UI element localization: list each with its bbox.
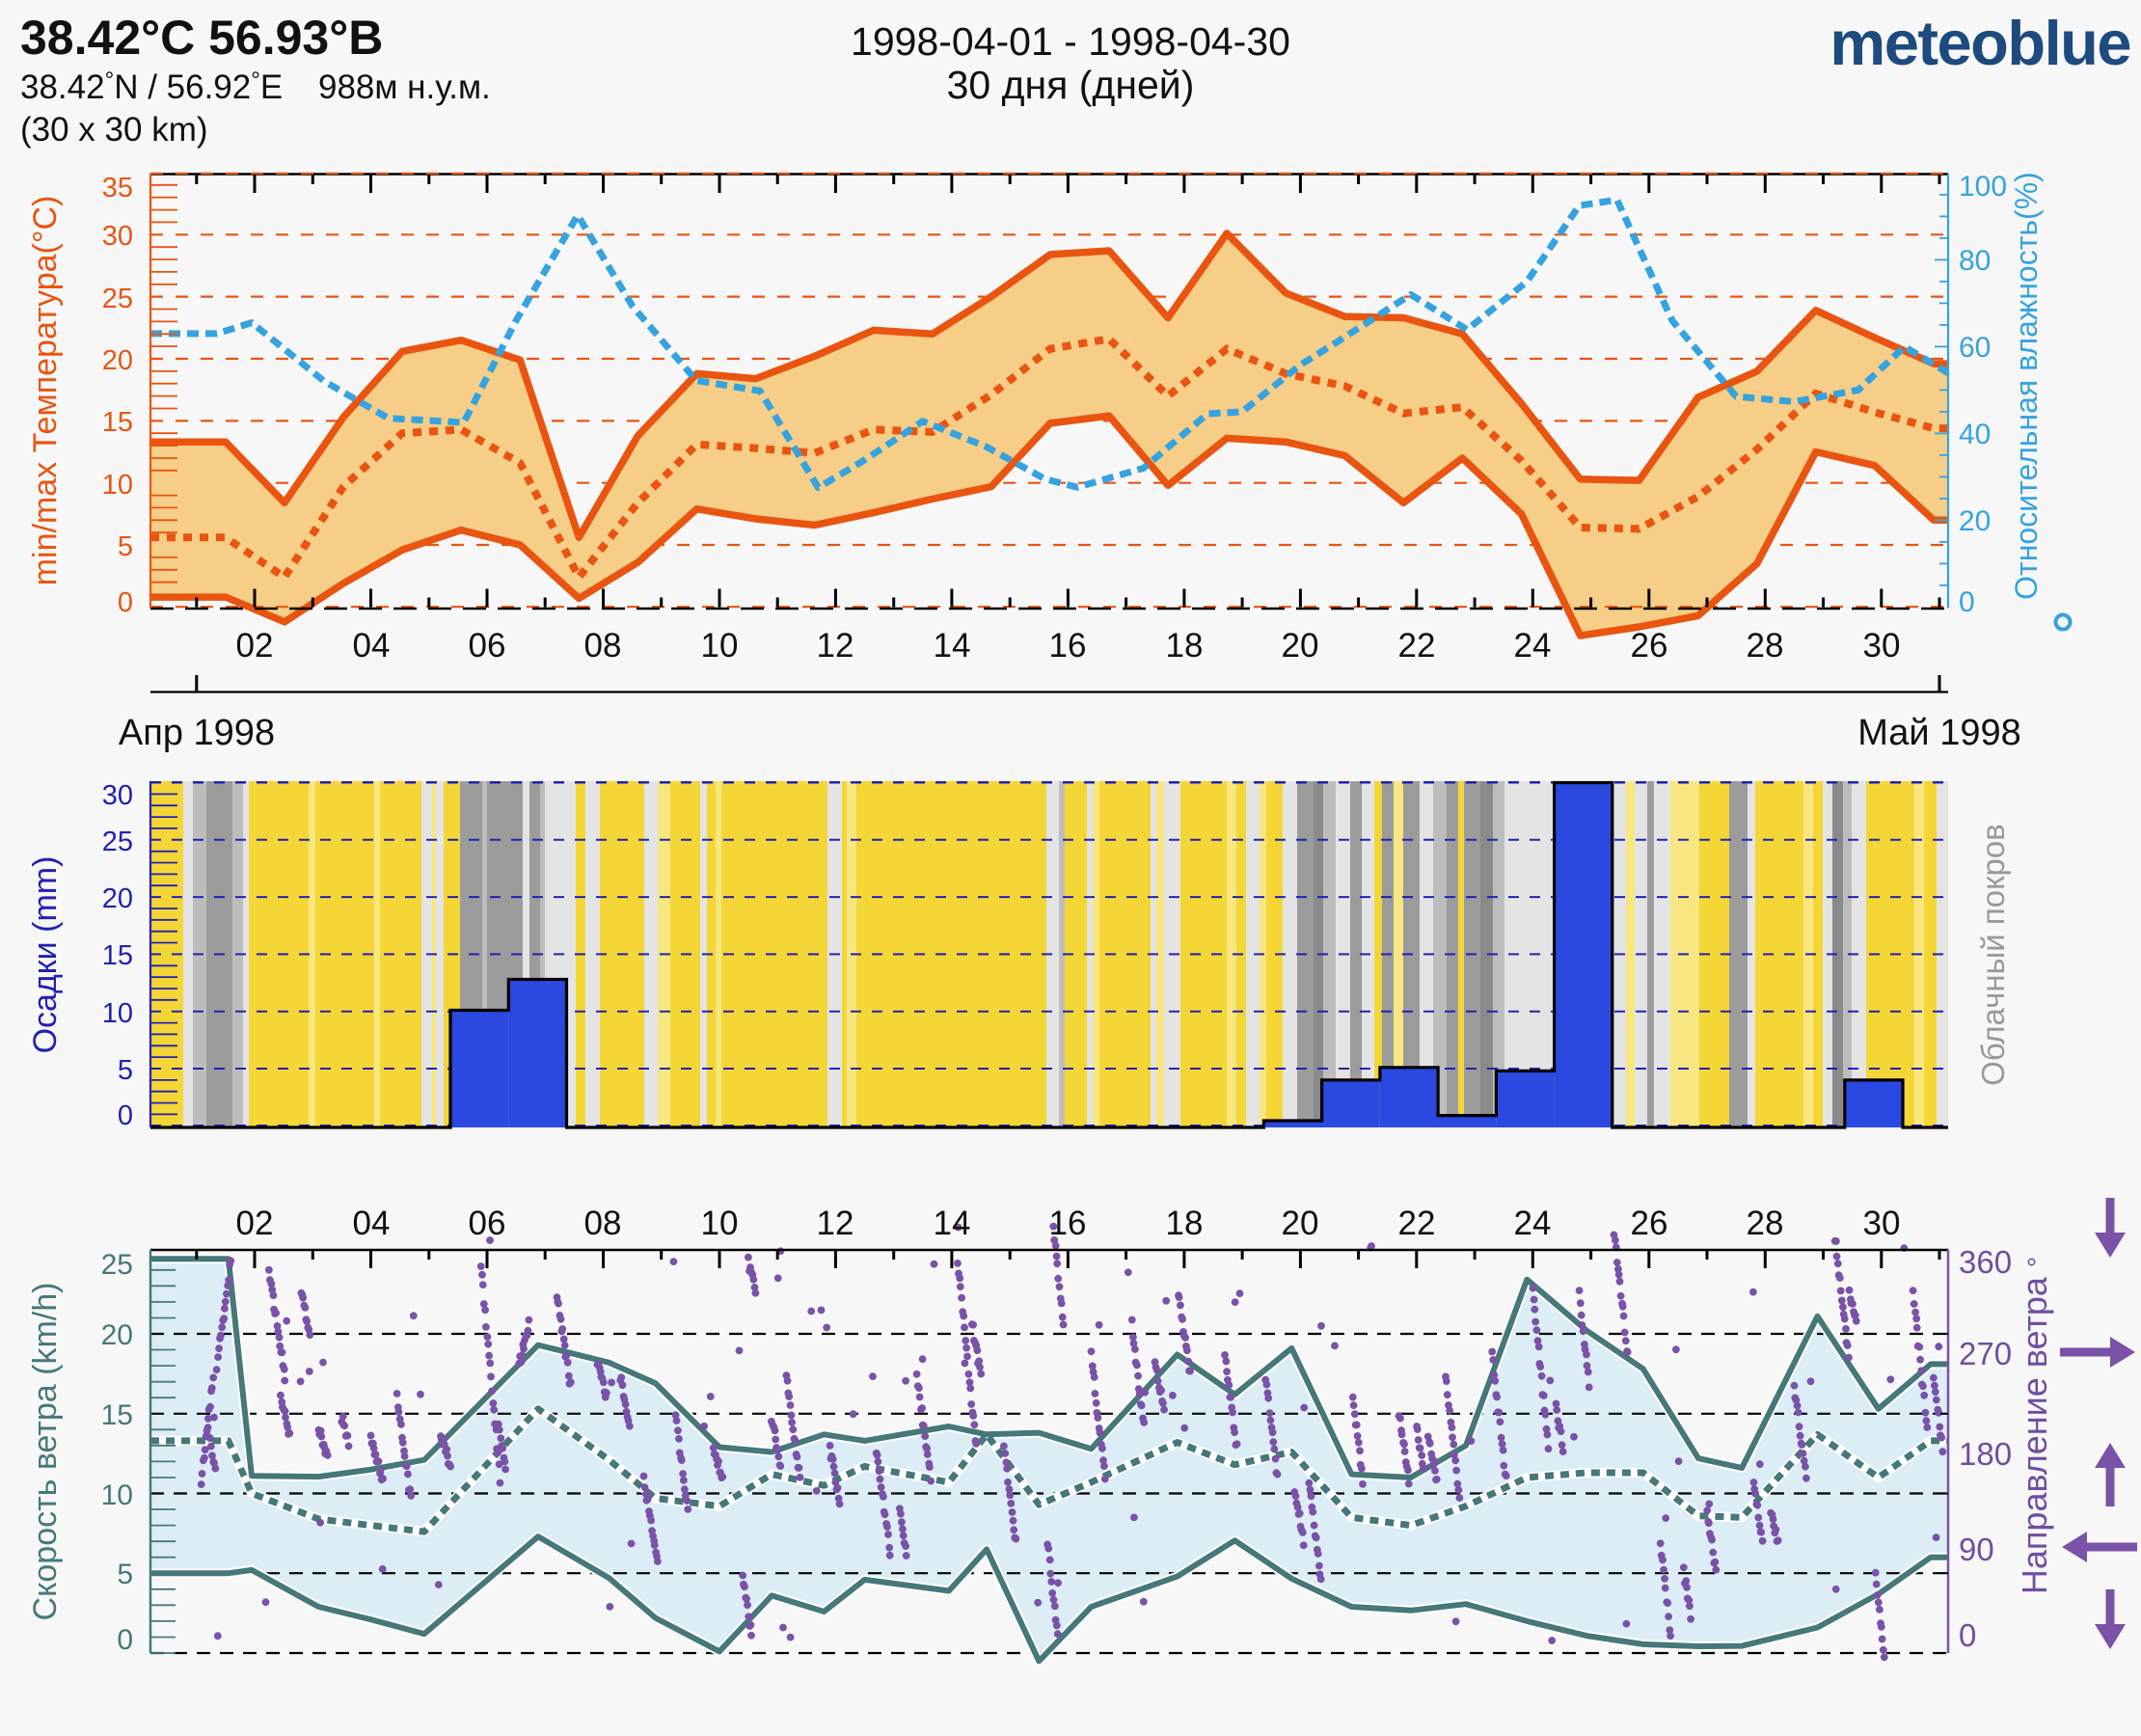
svg-text:20: 20 [1282,1205,1319,1242]
svg-text:0: 0 [118,1100,133,1131]
svg-text:24: 24 [1514,1205,1552,1242]
svg-text:22: 22 [1398,627,1436,665]
svg-text:80: 80 [1959,245,1991,277]
svg-text:28: 28 [1747,1205,1784,1242]
svg-text:22: 22 [1398,1205,1436,1242]
svg-text:18: 18 [1166,1205,1204,1242]
svg-text:0: 0 [118,587,133,618]
svg-text:38.42°С 56.93°В: 38.42°С 56.93°В [20,11,383,65]
svg-text:04: 04 [353,1205,391,1242]
svg-text:(30 x 30 km): (30 x 30 km) [20,111,208,149]
svg-text:14: 14 [934,1205,971,1242]
svg-text:12: 12 [817,627,854,665]
svg-text:15: 15 [102,940,133,971]
svg-text:12: 12 [817,1205,854,1242]
svg-text:20: 20 [102,883,133,914]
svg-text:02: 02 [236,627,274,665]
svg-text:30: 30 [1863,1205,1901,1242]
svg-text:Осадки (mm): Осадки (mm) [27,856,64,1054]
svg-text:10: 10 [102,470,133,501]
svg-text:14: 14 [934,627,971,665]
svg-text:30: 30 [1863,627,1901,665]
svg-text:10: 10 [102,998,133,1029]
svg-text:18: 18 [1166,627,1204,665]
svg-text:06: 06 [469,1205,506,1242]
svg-text:06: 06 [469,627,506,665]
svg-text:Относительная влажность(%): Относительная влажность(%) [2009,172,2044,600]
svg-text:min/max Температура(°C): min/max Температура(°C) [27,196,64,586]
svg-text:40: 40 [1959,419,1991,450]
svg-text:20: 20 [1959,505,1991,537]
svg-text:28: 28 [1747,627,1784,665]
svg-text:04: 04 [353,627,391,665]
svg-text:30 дня (дней): 30 дня (дней) [947,63,1195,107]
svg-text:270: 270 [1959,1336,2012,1371]
svg-text:30: 30 [102,221,133,252]
svg-text:30: 30 [102,780,133,811]
svg-text:25: 25 [101,1249,133,1281]
svg-text:5: 5 [118,1055,133,1086]
svg-text:10: 10 [701,1205,739,1242]
svg-text:26: 26 [1631,1205,1668,1242]
svg-text:988м н.у.м.: 988м н.у.м. [318,68,491,106]
svg-text:20: 20 [102,345,133,376]
svg-text:5: 5 [118,531,133,562]
svg-text:08: 08 [584,1205,622,1242]
svg-text:02: 02 [236,1205,274,1242]
svg-text:Май 1998: Май 1998 [1857,713,2021,753]
svg-text:10: 10 [701,627,739,665]
svg-text:100: 100 [1959,171,2007,203]
svg-text:Направление ветра °: Направление ветра ° [2015,1257,2054,1594]
svg-text:16: 16 [1049,1205,1087,1242]
svg-text:38.42°N / 56.92°E: 38.42°N / 56.92°E [20,68,283,106]
svg-text:0: 0 [1959,1617,1976,1653]
svg-text:26: 26 [1631,627,1668,665]
svg-text:15: 15 [102,407,133,438]
svg-text:Апр 1998: Апр 1998 [119,713,275,753]
svg-text:90: 90 [1959,1532,1994,1567]
svg-text:10: 10 [101,1479,133,1511]
svg-text:360: 360 [1959,1244,2012,1280]
svg-text:08: 08 [584,627,622,665]
svg-text:180: 180 [1959,1436,2012,1472]
svg-text:Скорость ветра (km/h): Скорость ветра (km/h) [27,1283,64,1621]
svg-text:15: 15 [101,1399,133,1431]
svg-text:25: 25 [102,827,133,857]
svg-text:0: 0 [1959,586,1975,618]
svg-text:Облачный покров: Облачный покров [1975,824,2011,1086]
svg-text:25: 25 [102,284,133,314]
svg-text:1998-04-01 - 1998-04-30: 1998-04-01 - 1998-04-30 [851,19,1290,64]
svg-text:16: 16 [1049,627,1087,665]
svg-text:24: 24 [1514,627,1552,665]
svg-text:5: 5 [117,1559,133,1590]
svg-text:meteoblue: meteoblue [1829,8,2130,78]
svg-text:35: 35 [102,173,133,203]
svg-text:20: 20 [101,1319,133,1351]
svg-text:20: 20 [1282,627,1319,665]
svg-text:60: 60 [1959,332,1991,364]
svg-text:0: 0 [117,1624,133,1656]
